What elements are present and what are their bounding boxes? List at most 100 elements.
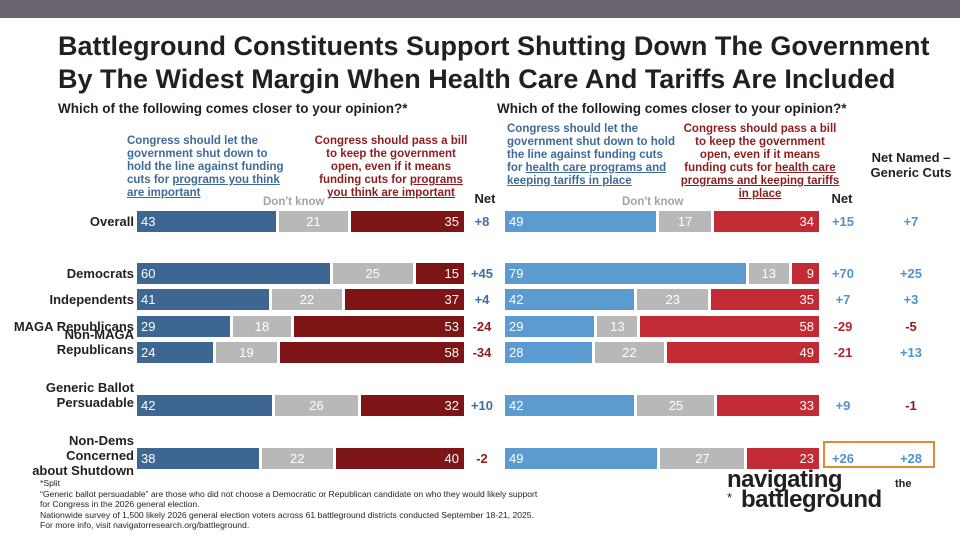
right-open-label: Congress should pass a bill to keep the … [680,123,840,201]
row-label: Generic Ballot Persuadable [46,380,134,410]
right-net-value: +70 [831,266,855,281]
right-bar-shut: 49 [505,448,658,469]
footer-line: *Split [40,478,61,488]
right-shut-label-emph: health care programs and keeping tariffs… [507,162,667,187]
logo-line-2: battleground [741,486,882,513]
left-bar-dontknow: 19 [216,342,277,363]
footer-line: For more info, visit navigatorresearch.o… [40,520,250,530]
footer-line: Nationwide survey of 1,500 likely 2026 g… [40,509,534,520]
net-named-header: Net Named – Generic Cuts [870,150,952,180]
left-net-value: -24 [472,319,492,334]
right-bar-dontknow: 17 [658,211,712,232]
title-line-1: Battleground Constituents Support Shutti… [58,31,930,61]
row-label: MAGA Republicans [14,319,134,334]
right-bar-shut: 42 [505,289,635,310]
right-net-value: -21 [833,345,853,360]
right-bar-open: 35 [711,289,819,310]
right-net-value: +9 [835,398,851,413]
right-bar-dontknow: 23 [637,289,709,310]
row-label-line: Non-MAGA [64,327,134,342]
right-net-value: +26 [831,451,855,466]
right-bar-dontknow: 27 [660,448,745,469]
left-question: Which of the following comes closer to y… [58,101,408,116]
left-net-value: -34 [472,345,492,360]
row-label-line: MAGA Republicans [13,319,134,334]
right-net-value: +15 [831,214,855,229]
left-shut-label: Congress should let the government shut … [127,135,292,200]
title-line-2: By The Widest Margin When Health Care An… [58,64,896,94]
right-bar-dontknow: 22 [595,342,664,363]
right-bar-shut: 79 [505,263,746,284]
left-bar-dontknow: 21 [279,211,348,232]
right-bar-shut: 28 [505,342,593,363]
net-named-value: +25 [899,266,923,281]
left-bar-dontknow: 26 [274,395,359,416]
row-label: Non-Dems Concerned about Shutdown [0,433,134,478]
highlight-box [823,441,935,468]
row-label-line: Non-Dems Concerned [66,433,134,463]
row-label-line: Persuadable [56,395,134,410]
footer-line: for Congress in the 2026 general electio… [40,499,200,509]
right-bar-dontknow: 13 [597,316,638,337]
net-named-value: +3 [903,292,919,307]
left-bar-dontknow: 22 [271,289,343,310]
row-label: Non-MAGA Republicans [57,327,134,357]
right-bar-open: 49 [666,342,819,363]
right-open-label-emph: health care programs and keeping tariffs… [680,162,840,200]
right-shut-label: Congress should let the government shut … [507,123,677,188]
left-shut-label-emph: programs you think are important [127,174,280,199]
net-named-value: +7 [903,214,919,229]
left-dont-know-label: Don't know [263,196,325,208]
top-bar [0,0,960,18]
left-net-value: +10 [470,398,494,413]
row-label-line: Generic Ballot [45,380,134,395]
right-bar-open: 58 [640,316,819,337]
net-named-value: -1 [905,398,917,413]
row-label-line: Democrats [66,266,134,281]
right-bar-dontknow: 13 [748,263,789,284]
left-bar-dontknow: 22 [261,448,333,469]
right-bar-shut: 49 [505,211,656,232]
right-shut-label-text: Congress should let the government shut … [507,123,676,174]
net-named-value: +13 [899,345,923,360]
left-open-label: Congress should pass a bill to keep the … [312,135,470,200]
page-title: Battleground Constituents Support Shutti… [58,30,948,96]
left-bar-open: 32 [361,395,464,416]
left-bar-shut: 60 [137,263,330,284]
right-net-value: +7 [835,292,851,307]
left-bar-open: 40 [335,448,464,469]
right-dont-know-label: Don't know [622,196,684,208]
row-label-line: Overall [89,214,134,229]
right-net-header: Net [831,191,853,206]
right-bar-open: 33 [717,395,819,416]
left-bar-open: 35 [350,211,464,232]
left-shut-label-text: Congress should let the government shut … [127,135,284,186]
left-open-label-emph: programs you think are important [327,174,463,199]
right-bar-dontknow: 25 [637,395,715,416]
row-label: Independents [49,292,134,307]
logo-the: the [895,478,912,490]
left-bar-open: 53 [293,316,464,337]
left-bar-open: 15 [415,263,464,284]
left-bar-shut: 29 [137,316,231,337]
right-bar-open: 34 [714,211,819,232]
left-net-value: -2 [476,451,488,466]
left-net-value: +45 [470,266,494,281]
left-bar-open: 58 [279,342,464,363]
left-bar-dontknow: 25 [332,263,413,284]
right-open-label-text: Congress should pass a bill to keep the … [683,123,837,174]
row-label-line: Independents [49,292,134,307]
left-bar-shut: 38 [137,448,259,469]
right-bar-open: 9 [791,263,819,284]
row-label-line: Republicans [56,342,134,357]
row-label: Overall [90,214,134,229]
row-label: Democrats [67,266,134,281]
left-bar-shut: 42 [137,395,272,416]
right-bar-open: 23 [747,448,819,469]
footer-notes: *Split “Generic ballot persuadable” are … [40,478,640,531]
row-label-line: about Shutdown [32,463,134,478]
left-bar-shut: 41 [137,289,269,310]
left-bar-shut: 24 [137,342,214,363]
navigating-battleground-logo: navigating the * battleground [727,466,942,516]
left-bar-shut: 43 [137,211,277,232]
